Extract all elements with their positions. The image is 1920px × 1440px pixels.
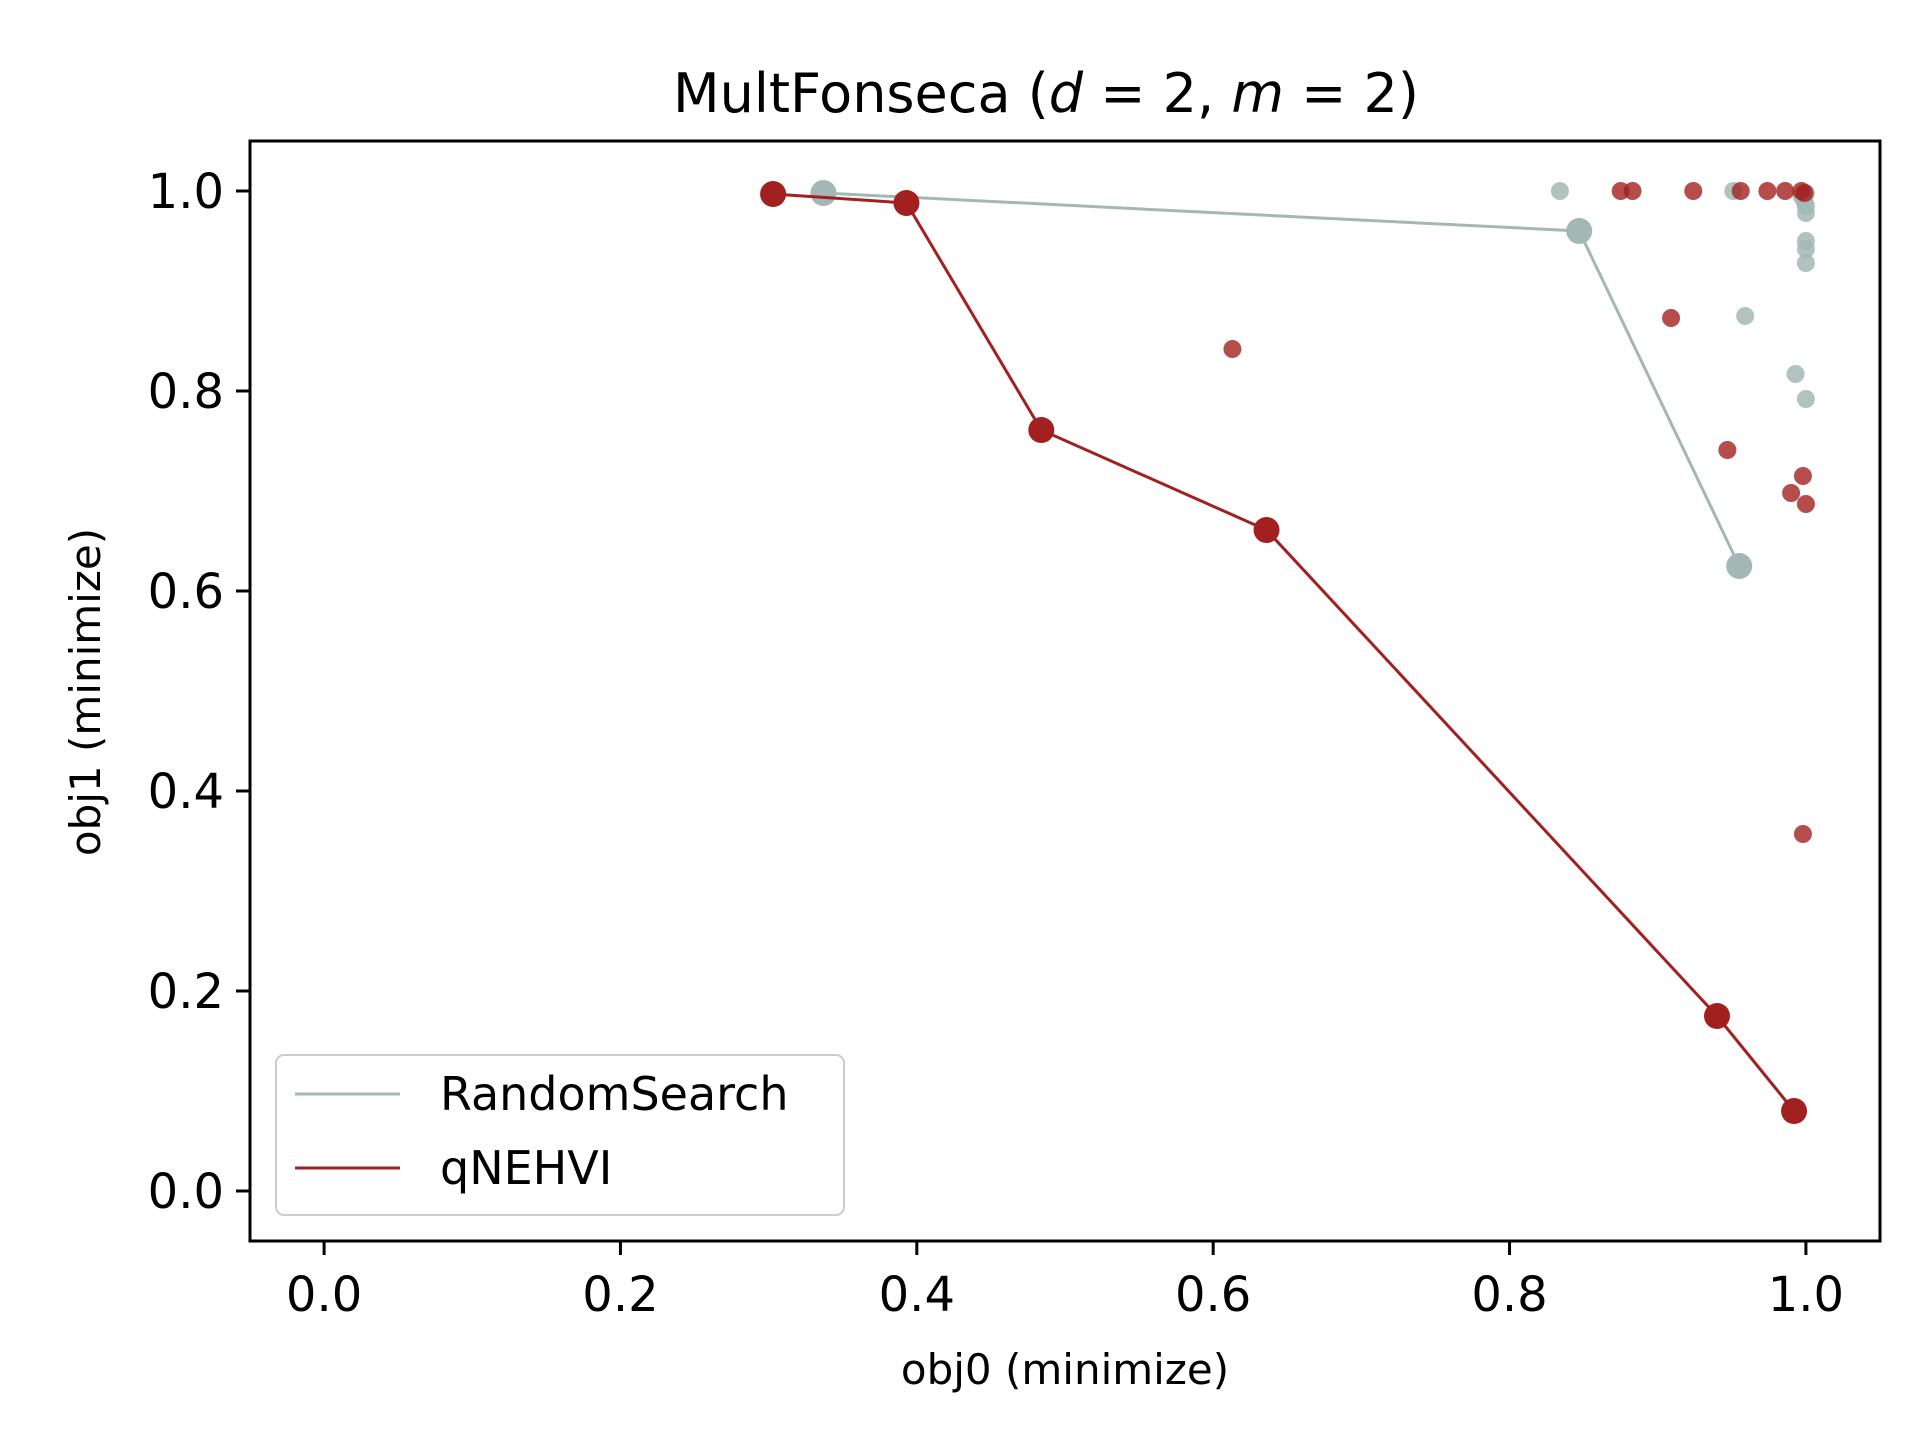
x-tick-label-3: 0.6 <box>1175 1267 1251 1323</box>
x-tick-label-5: 1.0 <box>1768 1267 1844 1323</box>
y-tick-label-1: 0.2 <box>148 964 224 1020</box>
qnehvi-point-7 <box>1795 184 1814 202</box>
qnehvi-point-13 <box>1796 495 1815 513</box>
legend-label-qnehvi: qNEHVI <box>440 1141 612 1195</box>
qnehvi-front-point-1 <box>893 190 920 216</box>
randomsearch-point-10 <box>1796 390 1815 408</box>
y-tick-label-4: 0.8 <box>148 364 224 420</box>
randomsearch-front-point-2 <box>1726 553 1753 579</box>
chart-title: MultFonseca (d = 2, m = 2) <box>673 62 1419 125</box>
qnehvi-point-12 <box>1782 484 1801 502</box>
qnehvi-front-point-5 <box>1781 1098 1808 1124</box>
qnehvi-point-11 <box>1793 467 1812 485</box>
qnehvi-front-point-0 <box>760 181 787 207</box>
y-axis-ticks: 0.0 0.2 0.4 0.6 0.8 1.0 <box>148 164 250 1220</box>
qnehvi-point-4 <box>1758 182 1777 200</box>
randomsearch-point-9 <box>1786 365 1805 383</box>
qnehvi-point-5 <box>1776 182 1795 200</box>
x-tick-label-2: 0.4 <box>879 1267 955 1323</box>
randomsearch-point-8 <box>1736 307 1755 325</box>
y-tick-label-3: 0.6 <box>148 564 224 620</box>
qnehvi-point-9 <box>1223 340 1242 358</box>
title-d: d <box>1049 62 1084 125</box>
y-tick-label-2: 0.4 <box>148 764 224 820</box>
title-eq1: = 2, <box>1083 62 1231 125</box>
title-main: MultFonseca ( <box>673 62 1049 125</box>
y-tick-label-0: 0.0 <box>148 1164 224 1220</box>
plot-marks <box>760 180 1815 1124</box>
title-eq2: = 2) <box>1284 62 1419 125</box>
x-axis-ticks: 0.0 0.2 0.4 0.6 0.8 1.0 <box>286 1241 1844 1323</box>
randomsearch-point-7 <box>1796 254 1815 272</box>
title-m: m <box>1231 62 1284 125</box>
plot-frame <box>248 139 1882 1243</box>
y-axis-label: obj1 (minimize) <box>61 528 110 856</box>
legend-label-randomsearch: RandomSearch <box>440 1067 788 1121</box>
qnehvi-point-10 <box>1718 441 1737 459</box>
randomsearch-point-6 <box>1796 240 1815 258</box>
qnehvi-point-2 <box>1684 182 1703 200</box>
qnehvi-front-point-3 <box>1253 517 1280 543</box>
randomsearch-front-point-1 <box>1566 218 1593 244</box>
qnehvi-point-8 <box>1662 309 1681 327</box>
x-tick-label-4: 0.8 <box>1471 1267 1547 1323</box>
x-tick-label-0: 0.0 <box>286 1267 362 1323</box>
qnehvi-point-14 <box>1793 825 1812 843</box>
x-tick-label-1: 0.2 <box>582 1267 658 1323</box>
randomsearch-point-0 <box>1550 182 1569 200</box>
x-axis-label: obj0 (minimize) <box>901 1345 1229 1394</box>
qnehvi-point-3 <box>1731 182 1750 200</box>
series-qnehvi <box>760 181 1815 1124</box>
qnehvi-front-point-2 <box>1028 417 1055 443</box>
legend: RandomSearch qNEHVI <box>275 1054 845 1216</box>
series-randomsearch <box>810 180 1815 579</box>
y-tick-label-5: 1.0 <box>148 164 224 220</box>
qnehvi-pareto-line <box>772 192 1796 1112</box>
qnehvi-point-1 <box>1623 182 1642 200</box>
randomsearch-front-point-0 <box>810 180 837 206</box>
legend-box <box>275 1054 845 1216</box>
qnehvi-front-point-4 <box>1704 1003 1730 1029</box>
randomsearch-pareto-line <box>823 191 1741 567</box>
